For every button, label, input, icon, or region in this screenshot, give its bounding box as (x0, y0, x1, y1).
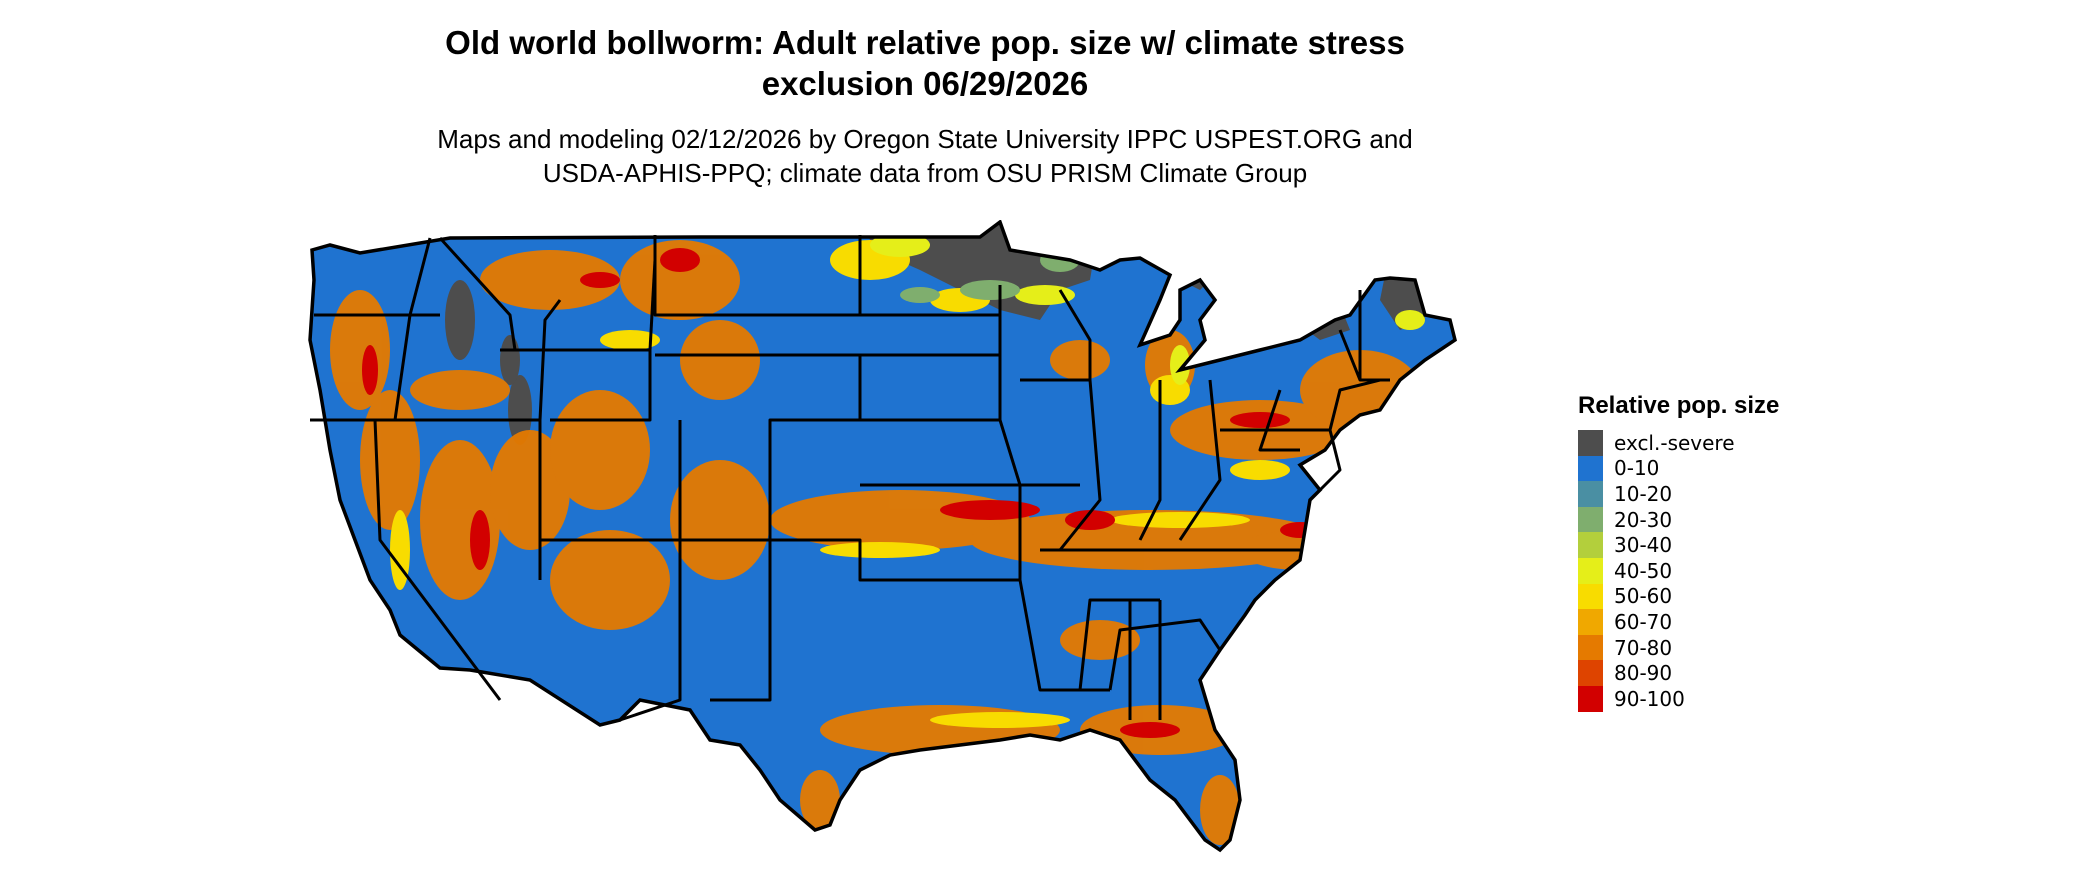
legend-label: 50-60 (1614, 584, 1673, 609)
legend-label: 10-20 (1614, 481, 1673, 506)
legend-swatch (1578, 660, 1603, 686)
legend-title: Relative pop. size (1578, 392, 1780, 419)
legend-item: 60-70 (1578, 609, 1779, 635)
legend-item: 70-80 (1578, 634, 1779, 661)
legend-swatch (1578, 583, 1603, 610)
map-subtitle-line-1: Maps and modeling 02/12/2026 by Oregon S… (437, 124, 1413, 154)
legend-label: 30-40 (1614, 533, 1673, 558)
legend-item: 30-40 (1578, 532, 1779, 558)
legend-swatch (1578, 430, 1603, 456)
map-title-line-1: Old world bollworm: Adult relative pop. … (445, 24, 1405, 61)
legend-swatch (1578, 609, 1603, 635)
legend-item: 90-100 (1578, 685, 1779, 712)
legend-label: 70-80 (1614, 635, 1673, 660)
legend-label: 60-70 (1614, 609, 1673, 634)
legend-item: 0-10 (1578, 455, 1779, 482)
map-subtitle-line-2: USDA-APHIS-PPQ; climate data from OSU PR… (542, 158, 1308, 188)
legend-swatch (1578, 506, 1603, 533)
legend-label: 90-100 (1614, 686, 1685, 711)
legend-swatch (1578, 634, 1603, 661)
legend-label: 0-10 (1614, 456, 1660, 481)
legend-swatch (1578, 532, 1603, 558)
legend-swatch (1578, 455, 1603, 482)
map-subtitle: Maps and modeling 02/12/2026 by Oregon S… (0, 122, 1850, 190)
legend-swatch (1578, 557, 1603, 584)
legend-item: 40-50 (1578, 557, 1779, 584)
legend-item: 80-90 (1578, 660, 1779, 686)
legend-swatch (1578, 481, 1603, 507)
legend-item: 20-30 (1578, 506, 1779, 533)
legend-label: 80-90 (1614, 661, 1673, 686)
legend-label: 40-50 (1614, 558, 1673, 583)
legend-swatch (1578, 685, 1603, 712)
legend-label: 20-30 (1614, 507, 1673, 532)
legend-items: excl.-severe 0-10 10-20 20-30 30-40 40-50 50-6… (1578, 430, 1779, 712)
map-title: Old world bollworm: Adult relative pop. … (0, 22, 1850, 104)
legend: Relative pop. size excl.-severe 0-10 10-20… (1578, 392, 1779, 712)
us-map (308, 220, 1457, 852)
legend-item: excl.-severe (1578, 430, 1779, 456)
legend-label: excl.-severe (1614, 430, 1735, 455)
map-title-line-2: exclusion 06/29/2026 (761, 65, 1089, 102)
legend-item: 50-60 (1578, 583, 1779, 610)
legend-item: 10-20 (1578, 481, 1779, 507)
